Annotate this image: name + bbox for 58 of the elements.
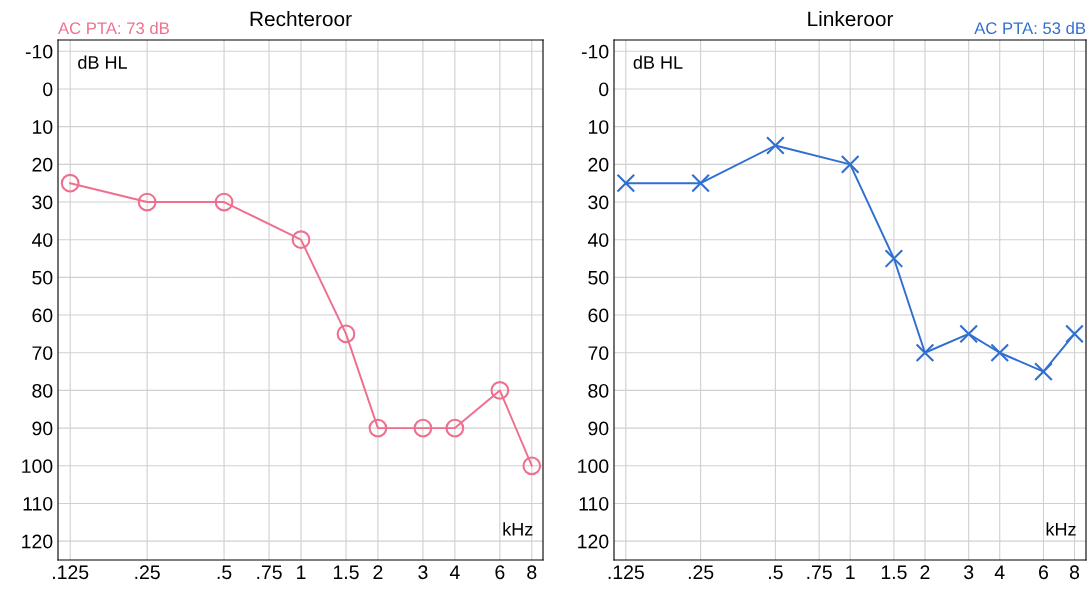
y-tick-label: 110 <box>579 496 609 511</box>
y-tick-label: 30 <box>588 195 609 210</box>
annotation: dB HL <box>78 55 127 69</box>
y-tick-label: 120 <box>22 534 53 549</box>
y-tick-label: -10 <box>581 44 609 59</box>
x-tick-label: .5 <box>217 565 232 580</box>
y-tick-label: 80 <box>588 383 609 398</box>
y-tick-label: 100 <box>22 459 53 474</box>
y-tick-label: 80 <box>32 383 53 398</box>
x-tick-label: 8 <box>1069 565 1080 580</box>
y-tick-label: 120 <box>578 534 609 549</box>
chart-title: Rechteroor <box>250 11 352 27</box>
x-tick-label: .75 <box>807 565 832 580</box>
y-tick-label: 70 <box>588 346 609 360</box>
y-tick-label: 90 <box>32 421 53 436</box>
y-tick-label: 50 <box>32 270 53 285</box>
x-tick-label: 1 <box>846 565 855 579</box>
x-tick-label: 8 <box>527 565 537 580</box>
y-tick-label: 110 <box>23 496 53 511</box>
y-tick-label: 20 <box>588 157 609 172</box>
y-tick-label: 0 <box>599 82 609 97</box>
y-tick-label: 10 <box>33 120 53 134</box>
x-tick-label: .125 <box>53 565 89 580</box>
x-tick-label: 4 <box>449 565 460 579</box>
annotation: kHz <box>1046 522 1076 536</box>
text: AC PTA: 73 dB <box>58 21 169 35</box>
y-tick-label: -10 <box>25 44 53 59</box>
x-tick-label: 6 <box>495 565 505 580</box>
y-tick-label: 70 <box>32 346 53 360</box>
x-tick-label: .5 <box>769 565 783 580</box>
y-tick-label: 60 <box>32 308 53 323</box>
x-tick-label: 3 <box>964 565 974 580</box>
y-tick-label: 90 <box>588 421 609 436</box>
x-tick-label: 2 <box>920 565 930 579</box>
x-tick-label: .25 <box>135 565 160 580</box>
y-tick-label: 30 <box>32 195 53 210</box>
x-tick-label: 1.5 <box>333 565 359 580</box>
y-tick-label: 10 <box>589 120 609 134</box>
text: AC PTA: 53 dB <box>974 21 1086 35</box>
x-tick-label: 1 <box>297 565 306 579</box>
chart-title: Linkeroor <box>808 11 894 27</box>
y-tick-label: 100 <box>578 459 609 474</box>
y-tick-label: 40 <box>587 233 609 247</box>
x-tick-label: 1.5 <box>881 565 907 580</box>
x-tick-label: .25 <box>688 565 714 580</box>
annotation: dB HL <box>633 55 683 69</box>
y-tick-label: 50 <box>588 270 609 285</box>
x-tick-label: 6 <box>1039 565 1049 580</box>
x-tick-label: 4 <box>994 565 1005 579</box>
annotation: kHz <box>503 522 533 536</box>
x-tick-label: 2 <box>373 565 383 579</box>
y-tick-label: 60 <box>588 308 609 323</box>
x-tick-label: 3 <box>418 565 428 580</box>
y-tick-label: 20 <box>32 157 53 172</box>
x-tick-label: .75 <box>257 565 282 580</box>
x-tick-label: .125 <box>608 565 644 580</box>
y-tick-label: 0 <box>43 82 53 97</box>
y-tick-label: 40 <box>31 233 53 247</box>
